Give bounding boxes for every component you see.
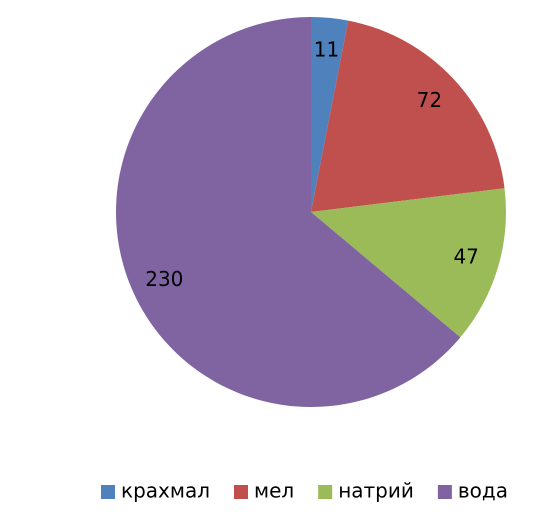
pie-slice	[311, 17, 349, 212]
legend-swatch	[318, 485, 333, 499]
data-label: 72	[417, 88, 442, 112]
data-label: 11	[314, 37, 339, 61]
legend-label: натрий	[338, 479, 414, 503]
legend-swatch	[234, 485, 248, 499]
data-label: 230	[145, 267, 183, 291]
pie-slice	[311, 188, 506, 338]
data-label: 47	[453, 244, 478, 268]
legend-swatch	[101, 485, 115, 499]
legend-label: вода	[458, 479, 508, 503]
pie-slice	[116, 17, 461, 407]
legend-swatch	[437, 485, 452, 499]
pie-slice	[311, 20, 505, 212]
legend-label: крахмал	[121, 479, 210, 503]
legend-label: мел	[254, 479, 294, 503]
